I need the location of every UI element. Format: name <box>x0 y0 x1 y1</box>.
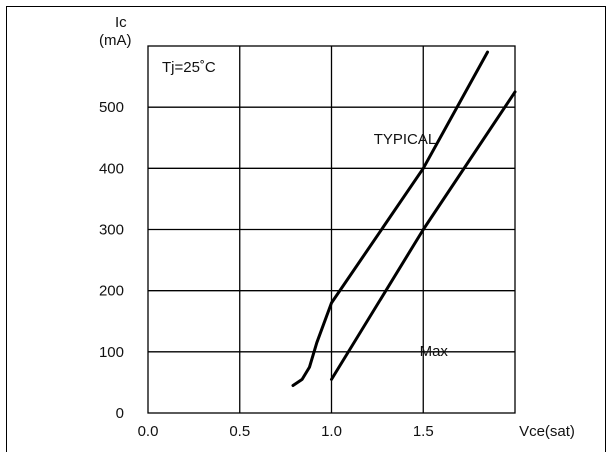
x-tick-label: 1.5 <box>413 423 434 440</box>
x-tick-label: 0.0 <box>138 423 159 440</box>
y-axis-unit: (mA) <box>99 32 132 49</box>
x-tick-label: 0.5 <box>229 423 250 440</box>
y-tick-label: 300 <box>99 222 124 239</box>
chart-frame: Ic (mA) Vce(sat) Tj=25˚C 0.0 0.5 1.0 1.5 0 10… <box>6 6 606 452</box>
characteristic-chart: Ic (mA) Vce(sat) Tj=25˚C 0.0 0.5 1.0 1.5 0 10… <box>99 14 575 440</box>
series-annotation: Max <box>420 343 449 360</box>
y-tick-label: 200 <box>99 283 124 300</box>
y-tick-label: 500 <box>99 99 124 116</box>
x-axis-label: Vce(sat) <box>519 423 575 440</box>
y-axis-label: Ic <box>115 14 127 31</box>
series-annotation: TYPICAL <box>374 131 437 148</box>
y-tick-label: 400 <box>99 160 124 177</box>
y-tick-label: 0 <box>116 405 124 422</box>
series-line-max <box>330 90 517 381</box>
condition-label: Tj=25˚C <box>162 59 216 76</box>
y-tick-label: 100 <box>99 344 124 361</box>
x-tick-label: 1.0 <box>321 423 342 440</box>
series-line-typical <box>291 50 489 387</box>
